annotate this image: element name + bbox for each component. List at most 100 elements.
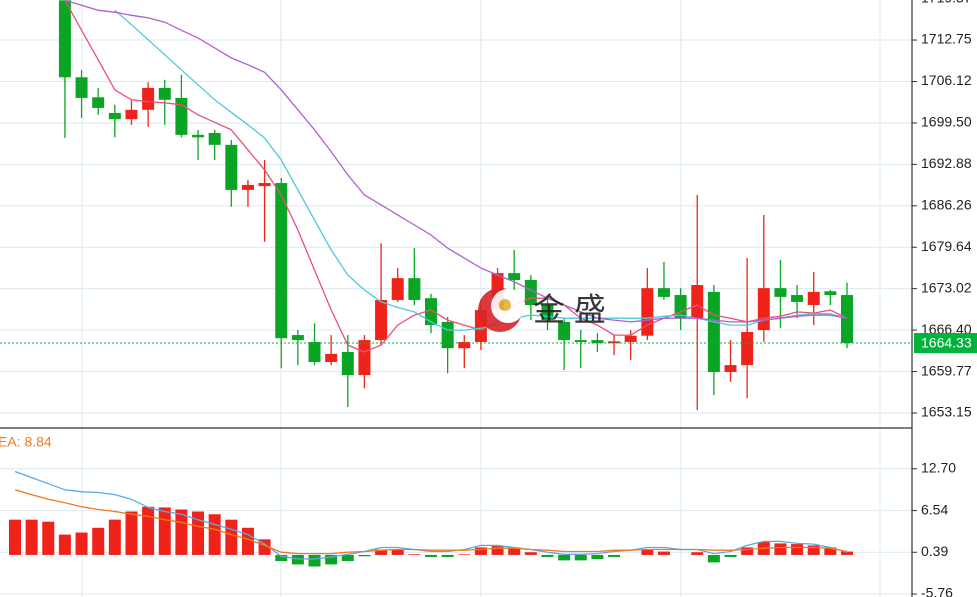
candle-body	[391, 278, 404, 301]
watermark-text: 金 盛	[533, 291, 606, 327]
candle-body	[791, 295, 804, 302]
histogram-bar	[142, 506, 155, 555]
candle-body	[341, 351, 354, 376]
histogram-bar	[707, 554, 720, 563]
histogram-bar	[158, 507, 171, 555]
histogram-bar	[375, 549, 388, 555]
candle-body	[691, 285, 704, 319]
histogram-bar	[208, 514, 221, 555]
candle-body	[508, 273, 521, 281]
candle-body	[608, 341, 621, 344]
histogram-bar	[541, 554, 554, 557]
y-tick-label: 1653.15	[921, 404, 972, 420]
candle-body	[375, 300, 388, 341]
candle-body	[707, 291, 720, 372]
candle-body	[408, 278, 421, 301]
histogram-bar	[108, 519, 121, 555]
candle-body	[325, 353, 338, 362]
histogram-bar	[574, 554, 587, 561]
histogram-bar	[9, 519, 21, 555]
candle-body	[641, 288, 654, 336]
histogram-bar	[341, 554, 354, 562]
histogram-bar	[807, 545, 820, 555]
candle-body	[308, 341, 321, 362]
y-tick-label: 1679.64	[921, 238, 972, 254]
histogram-bar	[308, 554, 321, 567]
candle-body	[591, 340, 604, 344]
candle-body	[92, 97, 105, 108]
candle-body	[724, 365, 737, 372]
indicator-line	[64, 0, 848, 353]
candle-body	[624, 335, 637, 342]
histogram-bar	[75, 532, 88, 555]
histogram-bar	[441, 554, 454, 557]
histogram-bar	[192, 511, 205, 555]
histogram-bar	[608, 554, 621, 557]
histogram-bar	[325, 554, 338, 565]
candle-body	[574, 340, 587, 342]
histogram-bar	[724, 554, 737, 557]
candle-body	[807, 291, 820, 306]
last-price-label: 1664.33	[921, 335, 972, 351]
histogram-bar	[275, 554, 288, 562]
macd-panel: EA: 8.84	[0, 434, 912, 595]
candle-body	[142, 87, 155, 110]
histogram-bar	[25, 519, 38, 555]
candle-body	[158, 87, 171, 100]
y-tick-label: 1686.26	[921, 197, 972, 213]
logo	[499, 299, 511, 311]
candle-body	[258, 183, 271, 187]
histogram-bar	[225, 519, 238, 555]
y-tick-label: 1666.40	[921, 321, 972, 337]
histogram-bar	[491, 546, 504, 555]
candle-body	[108, 112, 121, 120]
histogram-bar	[841, 551, 853, 555]
y-tick-label: 1719.37	[921, 0, 972, 5]
histogram-bar	[291, 554, 304, 565]
histogram-bar	[458, 554, 471, 555]
histogram-bar	[241, 527, 254, 555]
candle-body	[241, 184, 254, 190]
y-tick-label: 1659.77	[921, 362, 972, 378]
histogram-bar	[258, 539, 271, 555]
y-tick-label: 0.39	[921, 543, 948, 559]
price-axis: 1653.15 1659.77 1666.40 1673.02 1679.64 1686.…	[912, 0, 977, 597]
y-tick-label: 1692.88	[921, 155, 972, 171]
y-tick-label: 1699.50	[921, 114, 972, 130]
candle-body	[425, 298, 437, 326]
last-price-box	[914, 333, 977, 354]
candle-body	[358, 340, 371, 376]
histogram-bar	[558, 554, 571, 561]
histogram-bar	[358, 554, 371, 557]
candle-body	[125, 109, 138, 120]
histogram-bar	[125, 511, 138, 555]
histogram-bar	[92, 527, 105, 555]
y-tick-label: 12.70	[921, 459, 956, 475]
indicator-line	[114, 9, 848, 331]
candle-body	[75, 77, 88, 98]
histogram-bar	[591, 554, 604, 560]
histogram-bar	[741, 547, 754, 555]
histogram-bar	[391, 549, 404, 555]
histogram-bar	[774, 543, 787, 555]
candle-body	[458, 341, 471, 349]
histogram-bar	[42, 521, 55, 555]
candle-body	[225, 144, 238, 190]
histogram-bar	[58, 534, 71, 555]
y-tick-label: -5.76	[921, 585, 953, 597]
histogram-bar	[408, 554, 421, 555]
histogram-bar	[524, 552, 537, 555]
indicator-line	[14, 470, 848, 560]
candle-body	[275, 183, 288, 339]
indicator-line	[64, 0, 848, 323]
candle-body	[774, 288, 787, 297]
y-tick-label: 6.54	[921, 501, 948, 517]
candle-body	[441, 321, 454, 349]
y-tick-label: 1706.12	[921, 72, 972, 88]
y-tick-label: 1673.02	[921, 279, 972, 295]
candle-body	[741, 331, 754, 366]
histogram-bar	[425, 554, 437, 557]
watermark: 金 盛	[478, 288, 606, 332]
price-panel	[0, 0, 912, 414]
